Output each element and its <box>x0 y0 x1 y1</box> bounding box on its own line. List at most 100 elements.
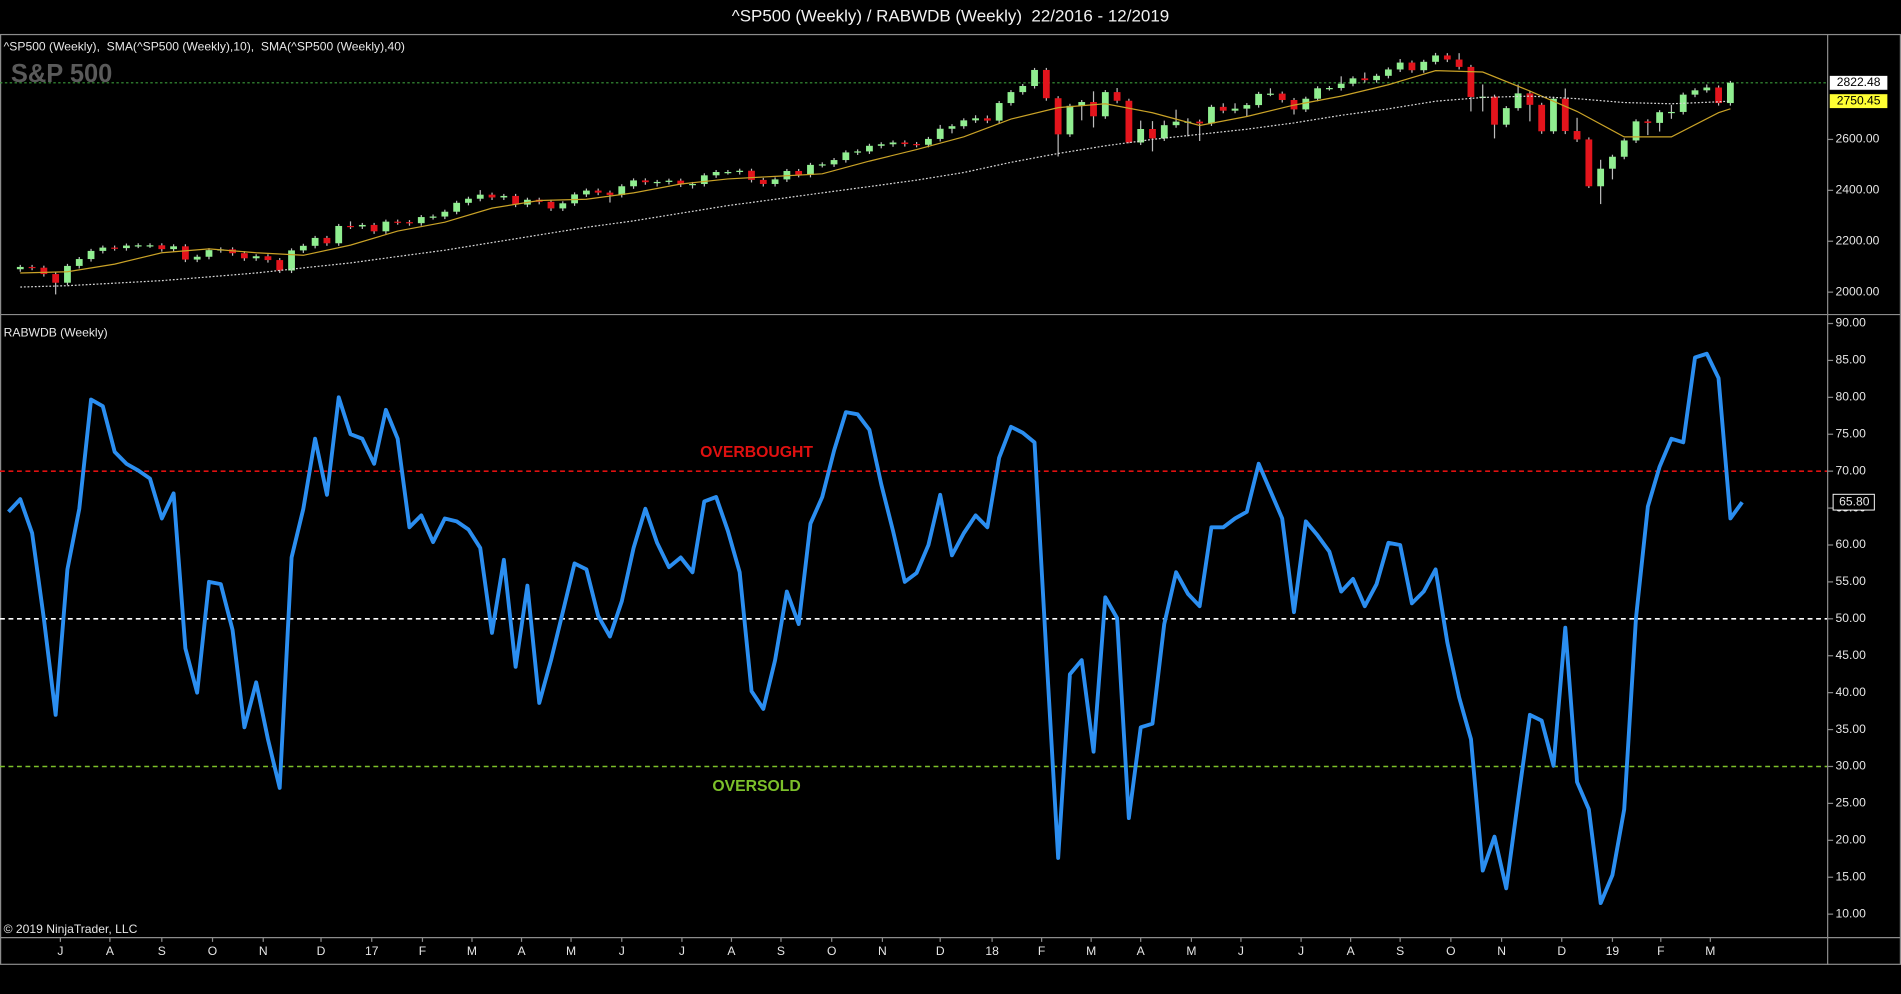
candle-body <box>1538 104 1546 132</box>
candle-body <box>288 250 295 271</box>
reference-label: OVERBOUGHT <box>700 444 813 461</box>
candle-body <box>1066 105 1074 135</box>
y-tick-label: 30.00 <box>1836 759 1867 773</box>
x-tick-label: J <box>57 944 63 958</box>
candle-body <box>1656 112 1664 123</box>
candle-body <box>1573 131 1581 140</box>
y-tick-label: 25.00 <box>1836 796 1867 810</box>
price-label: 2822.48 <box>1837 75 1881 89</box>
candle-body <box>465 198 472 203</box>
candle-body <box>1467 66 1475 97</box>
candle-body <box>28 266 36 269</box>
price-label-box <box>1829 93 1888 109</box>
x-tick-label: J <box>1238 944 1244 958</box>
y-tick-label: 85.00 <box>1836 353 1867 367</box>
candle-body <box>347 225 354 228</box>
y-tick-label: 2600.00 <box>1836 132 1880 146</box>
x-tick-label: O <box>1446 944 1455 958</box>
candle-body <box>193 256 201 260</box>
candle-body <box>759 179 767 184</box>
price-legend: ^SP500 (Weekly), SMA(^SP500 (Weekly),10)… <box>4 39 405 53</box>
x-tick-label: S <box>1396 944 1404 958</box>
x-tick-label: O <box>827 944 836 958</box>
candle-body <box>40 267 48 275</box>
candle-body <box>205 250 213 257</box>
candle-body <box>382 221 390 232</box>
price-label: 2750.45 <box>1837 93 1881 107</box>
candle-body <box>818 164 826 166</box>
y-tick-label: 2000.00 <box>1836 284 1880 298</box>
candle-body <box>1585 139 1593 187</box>
candle-body <box>1160 125 1168 139</box>
candle-body <box>240 253 248 259</box>
candle-body <box>1408 62 1416 71</box>
x-tick-label: M <box>1186 944 1196 958</box>
candle-body <box>1691 90 1699 95</box>
candle-body <box>1632 121 1640 141</box>
candle-body <box>335 225 343 244</box>
candle-body <box>512 195 520 205</box>
chart-title: ^SP500 (Weekly) / RABWDB (Weekly) 22/201… <box>732 6 1169 25</box>
candle-body <box>1019 85 1027 93</box>
candle-body <box>1703 87 1711 91</box>
candle-body <box>1479 96 1487 98</box>
candle-body <box>323 237 331 244</box>
candle-body <box>842 152 850 161</box>
candle-body <box>1432 55 1439 62</box>
candle-body <box>854 151 862 153</box>
candle-body <box>960 120 968 127</box>
candle-body <box>252 256 260 259</box>
candle-body <box>1526 93 1534 105</box>
candle-body <box>99 247 107 251</box>
x-tick-label: 17 <box>365 944 379 958</box>
price-label-box <box>1829 75 1888 91</box>
x-tick-label: A <box>1137 944 1146 958</box>
candle-body <box>948 126 956 129</box>
y-tick-label: 2400.00 <box>1836 183 1880 197</box>
candle-body <box>16 266 24 270</box>
candle-body <box>724 172 732 174</box>
candle-body <box>1090 102 1097 117</box>
candle-body <box>1455 59 1463 67</box>
y-tick-label: 15.00 <box>1836 869 1867 883</box>
candle-body <box>276 260 284 271</box>
x-tick-label: 19 <box>1606 944 1620 958</box>
sma-line <box>20 70 1731 274</box>
candle-body <box>394 221 402 223</box>
candle-body <box>370 224 378 232</box>
candle-body <box>441 211 449 217</box>
indicator-legend: RABWDB (Weekly) <box>4 326 108 340</box>
candle-body <box>181 246 189 260</box>
candle-body <box>64 265 71 283</box>
candle-body <box>1361 78 1369 81</box>
candle-body <box>913 144 921 146</box>
y-tick-label: 75.00 <box>1836 426 1867 440</box>
candle-body <box>1278 93 1286 100</box>
y-tick-label: 70.00 <box>1836 463 1867 477</box>
candle-body <box>134 245 142 247</box>
y-tick-label: 40.00 <box>1836 685 1867 699</box>
candle-body <box>311 237 319 246</box>
candle-body <box>995 103 1003 121</box>
candle-body <box>1208 106 1215 124</box>
candle-body <box>877 144 885 146</box>
x-tick-label: J <box>1298 944 1304 958</box>
x-tick-label: N <box>878 944 887 958</box>
candle-body <box>653 181 661 184</box>
x-tick-label: S <box>777 944 785 958</box>
candle-body <box>547 201 555 209</box>
candle-body <box>1550 98 1557 132</box>
candle-body <box>1137 129 1145 143</box>
candle-body <box>936 128 944 139</box>
candle-body <box>1443 55 1451 60</box>
candle-body <box>476 194 484 199</box>
y-tick-label: 55.00 <box>1836 574 1867 588</box>
candle-body <box>1031 69 1038 86</box>
candle-body <box>488 194 496 198</box>
candle-body <box>299 245 307 251</box>
candle-body <box>1196 121 1204 124</box>
x-tick-label: A <box>1347 944 1356 958</box>
y-tick-label: 10.00 <box>1836 906 1867 920</box>
x-tick-label: D <box>317 944 326 958</box>
watermark: S&P 500 <box>11 60 112 88</box>
